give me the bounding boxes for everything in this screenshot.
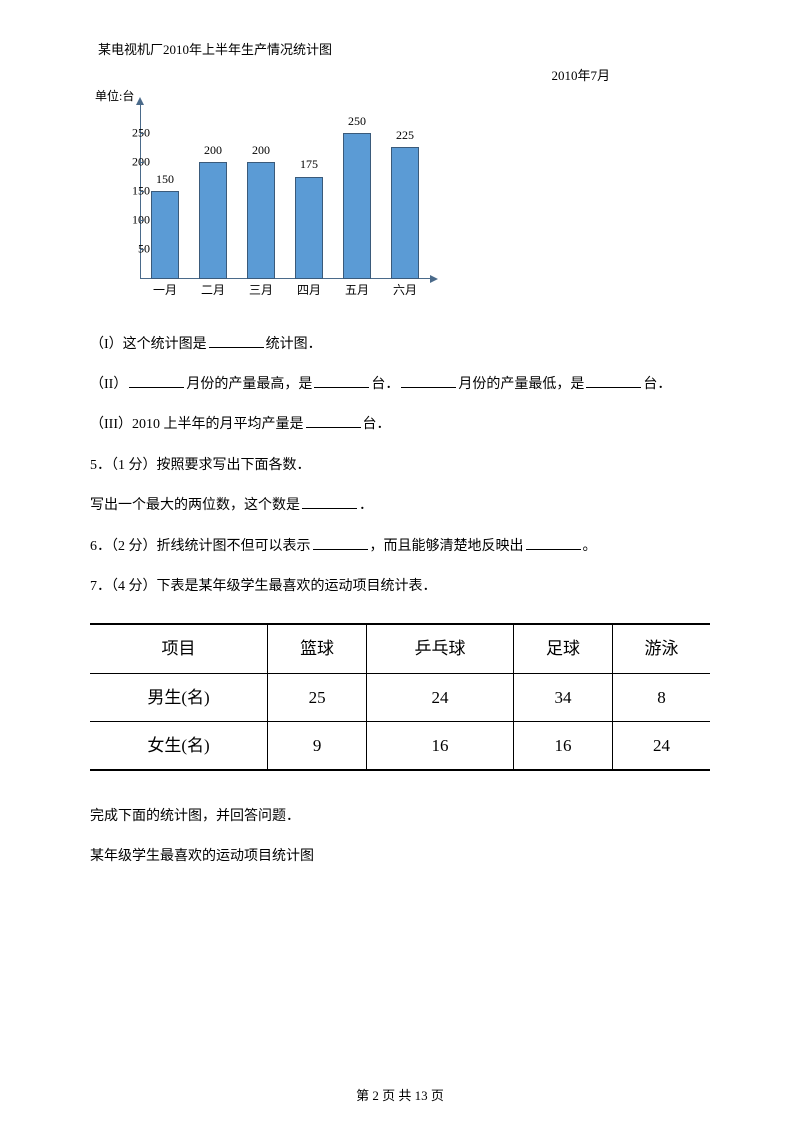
- chart-title: 某电视机厂2010年上半年生产情况统计图: [98, 40, 710, 61]
- text: 第: [356, 1088, 372, 1103]
- x-label: 三月: [244, 281, 278, 300]
- bar-group: 175: [292, 155, 326, 278]
- blank: [314, 374, 369, 388]
- table-cell: 16: [514, 721, 613, 770]
- table-header: 篮球: [268, 624, 367, 673]
- question-6: 6．（2 分）折线统计图不但可以表示 ，而且能够清楚地反映出 。: [90, 536, 710, 558]
- blank: [526, 536, 581, 550]
- bar: [199, 162, 227, 279]
- text: （I）这个统计图是: [90, 337, 207, 352]
- text: 月份的产量最高，是: [186, 377, 312, 392]
- bar-value-label: 175: [300, 155, 318, 174]
- question-5: 5．（1 分）按照要求写出下面各数．: [90, 455, 710, 477]
- blank: [129, 374, 184, 388]
- blank: [401, 374, 456, 388]
- blank: [302, 495, 357, 509]
- sports-table: 项目篮球乒乓球足球游泳 男生(名)2524348女生(名)9161624: [90, 623, 710, 771]
- table-cell: 男生(名): [90, 673, 268, 721]
- text: ，而且能够清楚地反映出: [370, 539, 524, 554]
- question-7-sub1: 完成下面的统计图，并回答问题．: [90, 806, 710, 828]
- bar-value-label: 200: [252, 141, 270, 160]
- table-header: 足球: [514, 624, 613, 673]
- text: 台．: [363, 417, 391, 432]
- table-cell: 8: [612, 673, 710, 721]
- table-cell: 34: [514, 673, 613, 721]
- bar-group: 250: [340, 112, 374, 279]
- question-ii: （II） 月份的产量最高，是 台． 月份的产量最低，是 台．: [90, 374, 710, 396]
- bar-value-label: 250: [348, 112, 366, 131]
- bar-value-label: 200: [204, 141, 222, 160]
- table-header: 乒乓球: [367, 624, 514, 673]
- bar: [391, 147, 419, 278]
- text: ．: [359, 498, 373, 513]
- bar: [295, 177, 323, 279]
- text: （III）2010 上半年的月平均产量是: [90, 417, 304, 432]
- bar-group: 150: [148, 170, 182, 279]
- bar-group: 225: [388, 126, 422, 278]
- blank: [313, 536, 368, 550]
- table-cell: 24: [612, 721, 710, 770]
- x-label: 二月: [196, 281, 230, 300]
- bar: [247, 162, 275, 279]
- table-cell: 16: [367, 721, 514, 770]
- text: 台．: [371, 377, 399, 392]
- bar-chart: 单位:台 50100150200250 150200200175250225 一…: [95, 89, 445, 309]
- text: 月份的产量最低，是: [458, 377, 584, 392]
- table-cell: 24: [367, 673, 514, 721]
- table-cell: 25: [268, 673, 367, 721]
- text: 6．（2 分）折线统计图不但可以表示: [90, 539, 311, 554]
- bar-value-label: 225: [396, 126, 414, 145]
- blank: [586, 374, 641, 388]
- x-label: 四月: [292, 281, 326, 300]
- text: （II）: [90, 377, 127, 392]
- table-header: 项目: [90, 624, 268, 673]
- text: 页: [428, 1088, 444, 1103]
- chart-subtitle: 2010年7月: [90, 66, 610, 87]
- table-header: 游泳: [612, 624, 710, 673]
- question-5-sub: 写出一个最大的两位数，这个数是 ．: [90, 495, 710, 517]
- page-footer: 第 2 页 共 13 页: [0, 1086, 800, 1107]
- blank: [306, 414, 361, 428]
- bar: [343, 133, 371, 279]
- bar-group: 200: [196, 141, 230, 279]
- y-axis-label: 单位:台: [95, 87, 134, 106]
- bar: [151, 191, 179, 279]
- page-total: 13: [415, 1088, 428, 1103]
- x-label: 六月: [388, 281, 422, 300]
- question-7: 7．（4 分）下表是某年级学生最喜欢的运动项目统计表．: [90, 576, 710, 598]
- table-cell: 9: [268, 721, 367, 770]
- question-iii: （III）2010 上半年的月平均产量是 台．: [90, 414, 710, 436]
- question-7-sub2: 某年级学生最喜欢的运动项目统计图: [90, 846, 710, 868]
- text: 统计图．: [266, 337, 322, 352]
- x-label: 五月: [340, 281, 374, 300]
- text: 。: [583, 539, 597, 554]
- blank: [209, 334, 264, 348]
- text: 写出一个最大的两位数，这个数是: [90, 498, 300, 513]
- x-label: 一月: [148, 281, 182, 300]
- x-arrow-icon: [430, 275, 438, 283]
- table-row: 男生(名)2524348: [90, 673, 710, 721]
- table-row: 女生(名)9161624: [90, 721, 710, 770]
- table-cell: 女生(名): [90, 721, 268, 770]
- bar-value-label: 150: [156, 170, 174, 189]
- text: 页 共: [379, 1088, 415, 1103]
- bar-group: 200: [244, 141, 278, 279]
- question-i: （I）这个统计图是 统计图．: [90, 334, 710, 356]
- text: 台．: [643, 377, 671, 392]
